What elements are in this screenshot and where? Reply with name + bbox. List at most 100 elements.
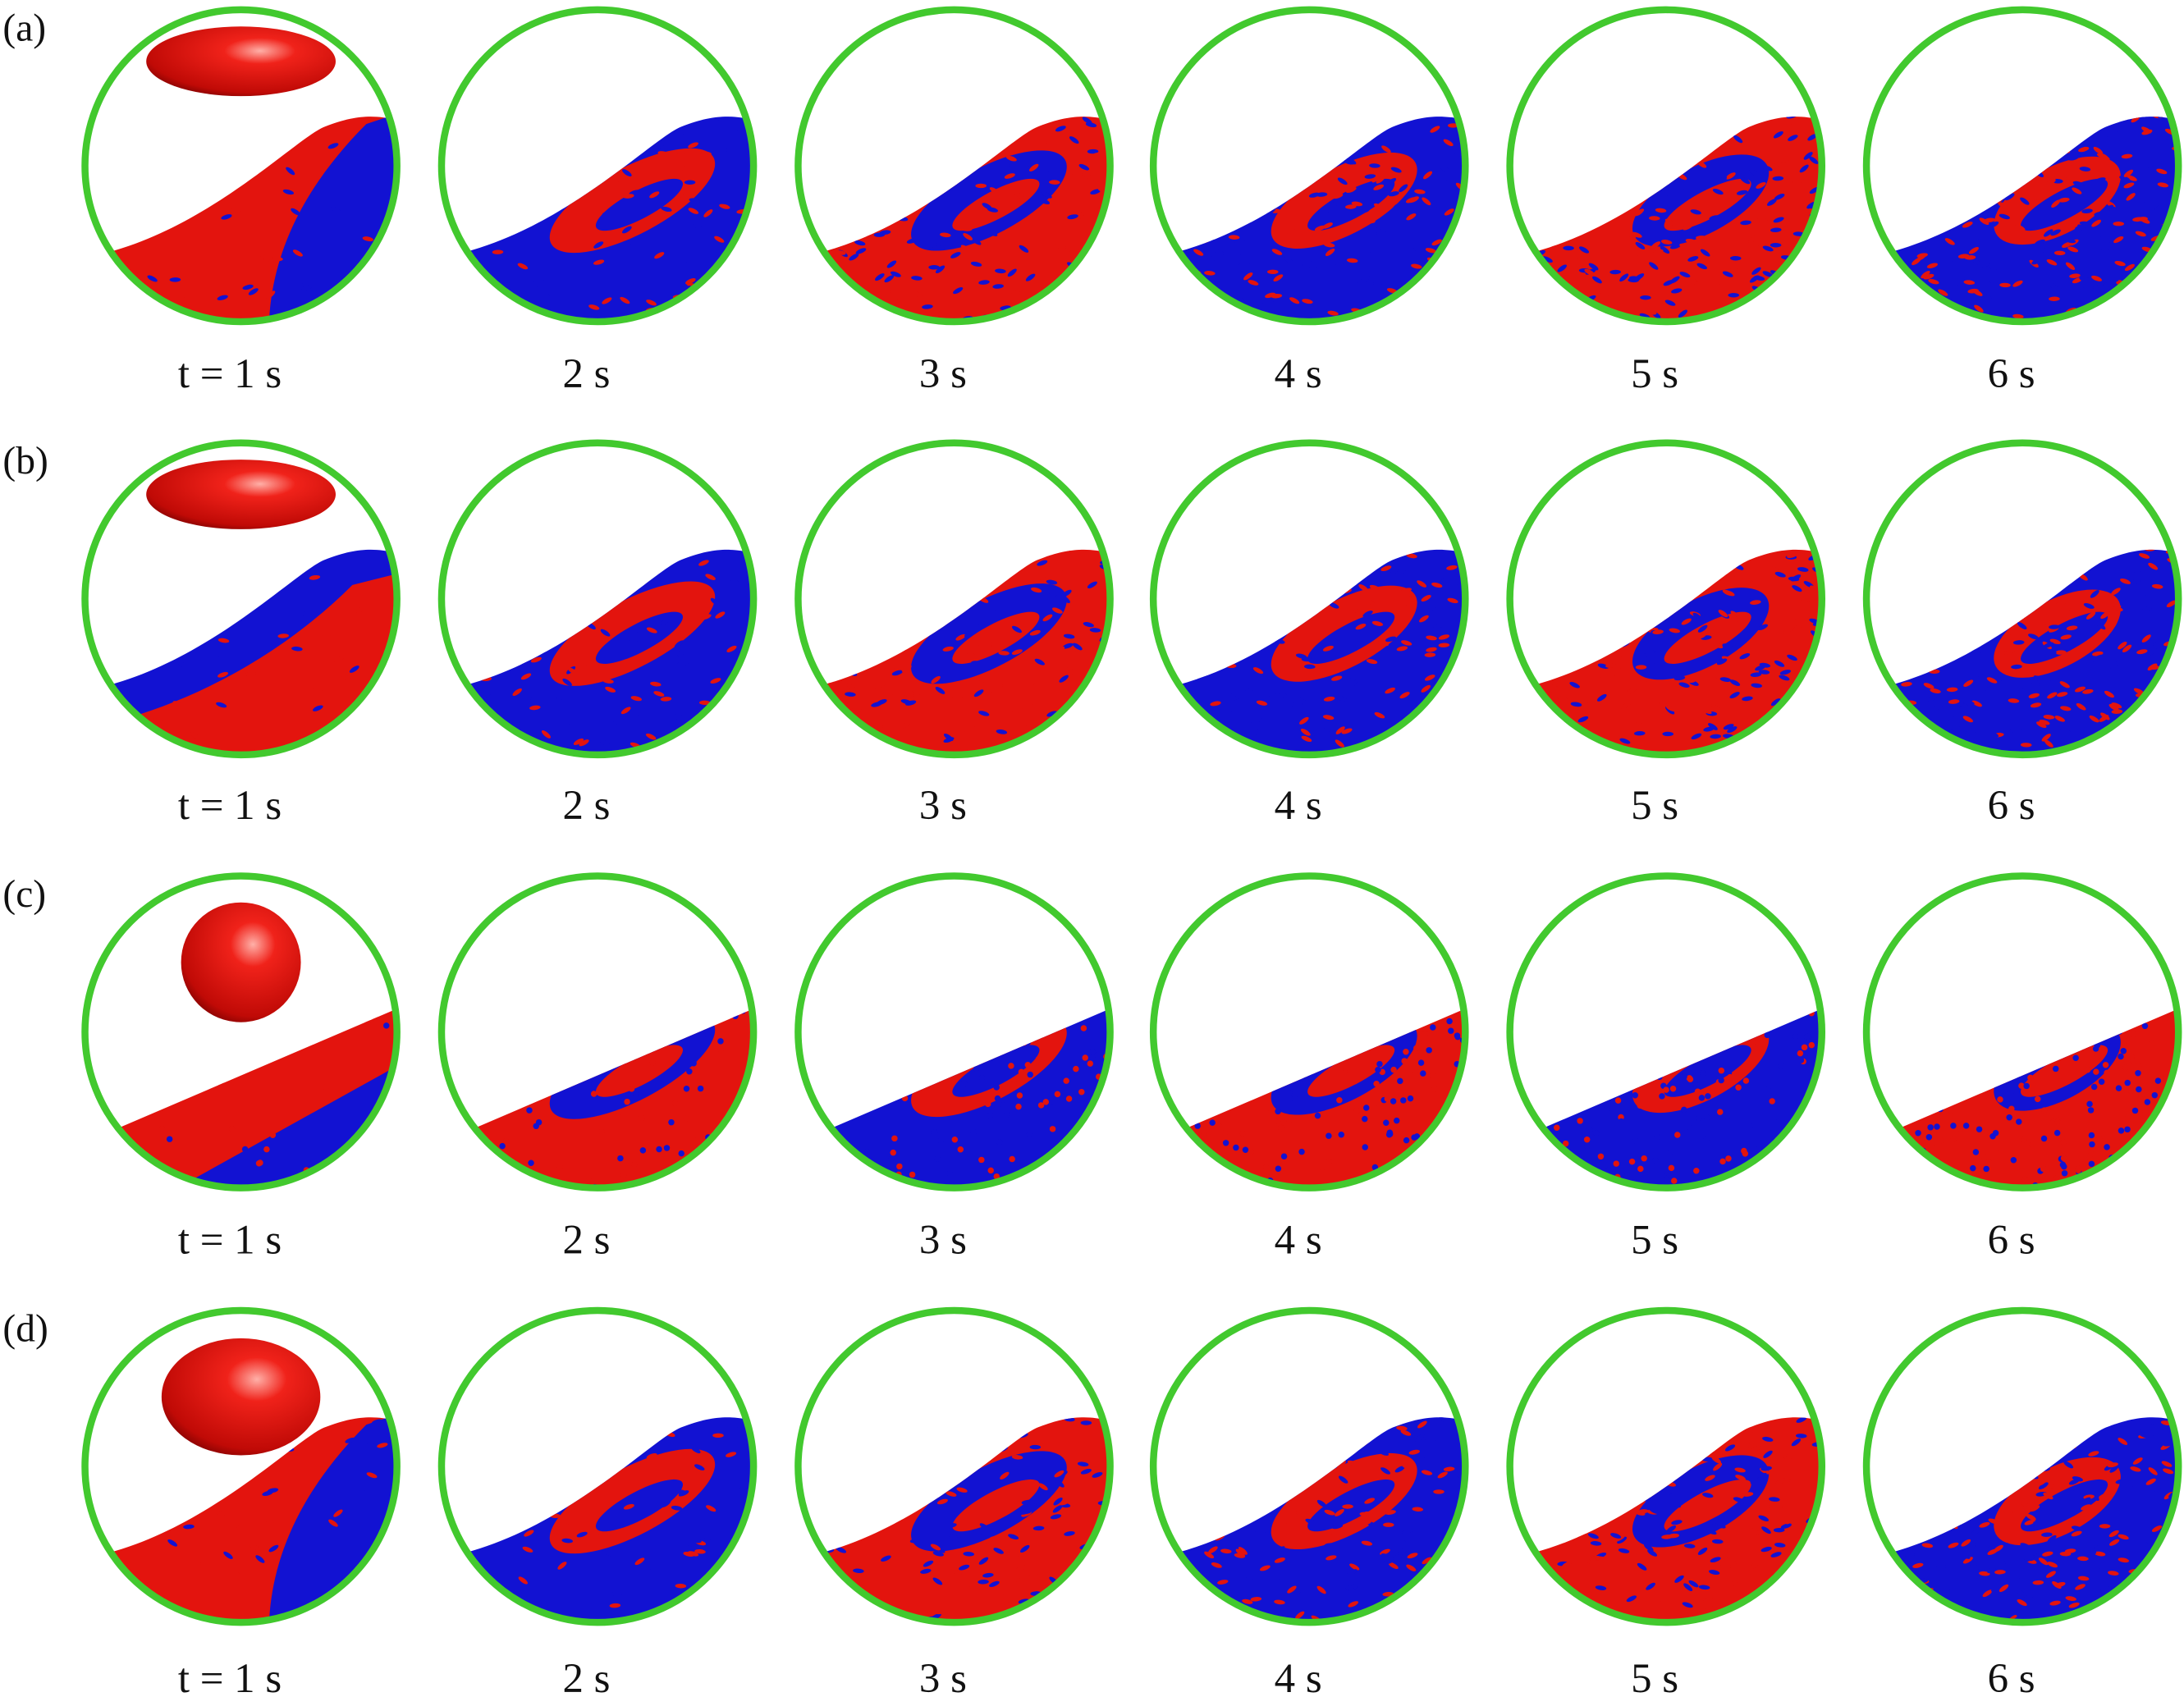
particle [891, 1486, 903, 1492]
particle [1573, 1166, 1580, 1173]
particle [1219, 976, 1225, 982]
particle [891, 1135, 898, 1142]
particle [1599, 1182, 1605, 1186]
particle [293, 129, 304, 135]
particle [1706, 1528, 1717, 1535]
particle [1651, 182, 1661, 190]
particle [1640, 1434, 1651, 1442]
particle [540, 1618, 552, 1620]
particle [1000, 117, 1013, 118]
particle [1692, 1557, 1703, 1562]
particle [809, 268, 821, 278]
particle [838, 1526, 849, 1533]
particle [1620, 150, 1632, 156]
particle [999, 1102, 1006, 1109]
particle [1725, 172, 1736, 180]
particle [1655, 561, 1667, 567]
particle [1293, 117, 1304, 121]
particle [1925, 1134, 1933, 1141]
particle [877, 1189, 883, 1195]
particle [917, 1007, 923, 1011]
particle [1898, 633, 1908, 640]
particle [531, 121, 543, 126]
particle [126, 1489, 136, 1498]
particle [2037, 975, 2043, 981]
particle [982, 648, 994, 655]
particle [1666, 972, 1672, 978]
particle [1408, 1170, 1416, 1177]
particle [675, 651, 685, 660]
particle [2067, 1440, 2076, 1448]
particle [189, 102, 200, 107]
particle [494, 1596, 504, 1604]
particle [514, 1399, 525, 1409]
particle [2000, 1463, 2012, 1470]
particle [2148, 665, 2160, 670]
particle [1615, 537, 1628, 544]
particle [971, 1436, 982, 1442]
particle [1779, 301, 1788, 310]
particle [1438, 634, 1449, 640]
particle [1354, 681, 1366, 687]
particle [2024, 1519, 2035, 1525]
particle [2003, 1476, 2015, 1482]
particle [1533, 1512, 1543, 1519]
particle [906, 625, 916, 633]
particle [1793, 967, 1798, 973]
particle [1696, 632, 1707, 639]
particle [558, 1031, 565, 1037]
particle [2109, 1539, 2120, 1546]
particle [854, 538, 865, 545]
particle [593, 259, 605, 265]
particle [2067, 246, 2079, 253]
particle [1377, 104, 1389, 114]
particle [677, 661, 689, 666]
particle [478, 1608, 488, 1617]
particle [1042, 191, 1052, 199]
particle [1679, 272, 1691, 278]
particle [2060, 706, 2072, 711]
particle [1716, 658, 1728, 665]
particle [1233, 187, 1243, 196]
particle [822, 743, 833, 749]
drum [794, 872, 1114, 1191]
particle [1042, 1099, 1050, 1105]
particle [2016, 1118, 2022, 1125]
particle [635, 1403, 647, 1408]
particle [1950, 1136, 1957, 1142]
particle [1951, 967, 1957, 972]
particle [1061, 589, 1072, 597]
particle [1248, 720, 1260, 726]
bed-region [952, 178, 1040, 231]
particle [1388, 967, 1394, 972]
particle [1093, 152, 1105, 158]
particle [2078, 146, 2090, 153]
particle [1451, 237, 1463, 244]
particle [1291, 702, 1303, 707]
particle [1248, 1148, 1255, 1155]
particle [579, 1500, 591, 1506]
particle [1298, 166, 1308, 172]
particle [624, 105, 635, 112]
particle [858, 1604, 871, 1610]
particle [1101, 1446, 1108, 1451]
particle [1222, 1434, 1234, 1439]
particle [1431, 239, 1442, 246]
particle [1939, 583, 1952, 588]
particle [2127, 1087, 2135, 1094]
particle [1778, 1063, 1784, 1069]
particle [524, 1530, 534, 1537]
particle [356, 606, 366, 614]
particle [217, 1460, 228, 1466]
time-caption: t = 1 s [178, 783, 282, 829]
particle [1444, 208, 1454, 216]
particle [1083, 622, 1094, 628]
particle [612, 1458, 622, 1466]
particle [1551, 632, 1564, 638]
particle [1987, 183, 1998, 190]
particle [1670, 1501, 1681, 1508]
particle [1446, 565, 1458, 570]
particle [1239, 1429, 1251, 1436]
particle [1602, 153, 1612, 161]
bed-region [2021, 1479, 2108, 1532]
